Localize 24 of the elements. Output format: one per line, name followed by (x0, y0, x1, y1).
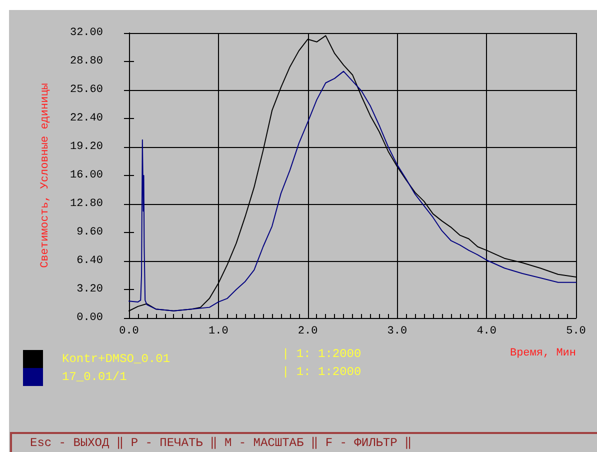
y-tick-label: 3.20 (76, 284, 103, 296)
y-tick-label: 25.60 (70, 84, 103, 96)
text: | 1: 1:2000 (282, 347, 362, 361)
y-tick-label: 32.00 (70, 27, 103, 39)
text: Esc - ВЫХОД ‖ P - ПЕЧАТЬ ‖ M - МАСШТАБ ‖ F - ФИЛЬТР ‖ (30, 436, 412, 450)
y-tick-label: 0.00 (76, 312, 103, 324)
y-tick-label: 19.20 (70, 141, 103, 153)
x-axis-title: Время, Мин (510, 348, 576, 360)
y-tick-label: 28.80 (70, 56, 103, 68)
y-tick-label: 16.00 (70, 170, 103, 182)
text: | 1: 1:2000 (282, 365, 362, 379)
y-tick-label: 6.40 (76, 255, 103, 267)
x-tick-label: 3.0 (387, 326, 408, 338)
x-tick-label: 5.0 (566, 326, 586, 338)
y-axis-title: Светимость, Условные единицы (40, 82, 52, 268)
legend-label: Kontr+DMSO_0.01 (62, 352, 170, 366)
y-tick-label: 9.60 (76, 226, 103, 238)
x-tick-label: 1.0 (208, 326, 228, 338)
x-tick-label: 2.0 (298, 326, 318, 338)
legend-label: 17_0.01/1 (62, 370, 127, 384)
y-tick-label: 12.80 (70, 198, 103, 210)
x-tick-label: 0.0 (119, 326, 139, 338)
y-tick-label: 22.40 (70, 112, 103, 124)
x-tick-label: 4.0 (476, 326, 497, 338)
